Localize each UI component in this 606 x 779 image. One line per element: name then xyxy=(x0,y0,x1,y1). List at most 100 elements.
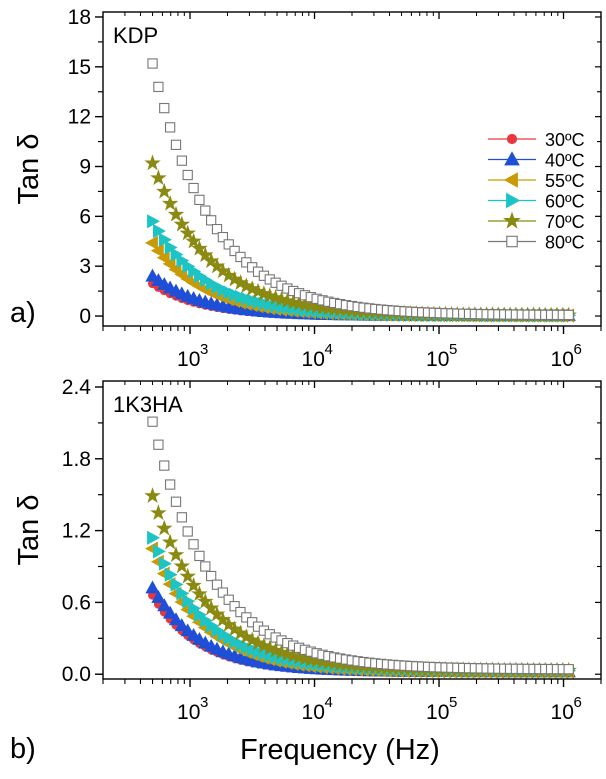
data-point xyxy=(144,487,161,503)
y-tick-label: 2.4 xyxy=(62,376,92,399)
x-tick-label-exponent: 5 xyxy=(449,341,457,358)
x-tick-label: 10 xyxy=(302,701,325,724)
data-point xyxy=(229,245,240,257)
x-tick-label: 10 xyxy=(551,348,574,371)
panel-title: KDP xyxy=(113,23,158,48)
data-point xyxy=(197,592,214,609)
data-point xyxy=(176,155,187,166)
series-80ºC xyxy=(147,58,574,321)
data-point xyxy=(150,169,167,186)
x-tick-label: 10 xyxy=(426,701,449,724)
data-point xyxy=(235,606,246,618)
x-tick-label: 10 xyxy=(177,348,200,371)
data-point xyxy=(217,587,229,598)
data-point xyxy=(170,139,182,150)
x-tick-label: 10 xyxy=(551,701,574,724)
data-point xyxy=(157,598,172,612)
data-point xyxy=(179,224,196,241)
data-point xyxy=(144,235,158,251)
data-point xyxy=(223,239,234,250)
data-point xyxy=(176,512,187,523)
data-point xyxy=(202,599,220,616)
legend-label: 60ºC xyxy=(545,192,585,212)
plot-frame xyxy=(102,11,602,327)
series-80ºC xyxy=(147,416,574,675)
x-tick-label-exponent: 4 xyxy=(325,341,333,358)
data-point xyxy=(188,539,199,550)
data-point xyxy=(191,239,208,256)
data-point xyxy=(174,618,189,632)
data-point xyxy=(156,519,173,536)
data-point xyxy=(235,251,246,263)
legend-label: 30ºC xyxy=(545,130,585,150)
data-point xyxy=(563,309,574,321)
data-point xyxy=(162,605,178,619)
data-point xyxy=(159,460,170,471)
data-point xyxy=(200,561,211,572)
data-point xyxy=(170,496,182,507)
legend-label: 70ºC xyxy=(545,212,585,232)
data-point xyxy=(147,416,158,427)
data-point xyxy=(173,215,191,232)
y-tick-label: 18 xyxy=(68,6,91,29)
data-point xyxy=(185,232,202,249)
y-tick-label: 12 xyxy=(68,106,91,129)
data-point xyxy=(161,533,179,550)
data-point xyxy=(158,556,172,571)
legend-marker xyxy=(506,235,518,248)
data-point xyxy=(173,557,191,574)
data-point xyxy=(153,439,164,450)
panel-a-label: a) xyxy=(10,297,36,329)
x-tick-label-exponent: 6 xyxy=(574,341,582,358)
legend-entry-60ºC: 60ºC xyxy=(488,192,585,212)
data-point xyxy=(153,544,166,559)
y-tick-label: 0.0 xyxy=(62,663,91,686)
data-point xyxy=(151,589,166,603)
data-point xyxy=(145,580,160,594)
legend-entry-40ºC: 40ºC xyxy=(488,151,585,171)
data-point xyxy=(197,246,214,263)
legend-marker xyxy=(504,151,520,166)
data-point xyxy=(159,102,170,114)
legend-label: 40ºC xyxy=(545,151,585,171)
legend-entry-55ºC: 55ºC xyxy=(488,171,585,191)
x-tick-label: 10 xyxy=(302,348,325,371)
data-point xyxy=(164,122,176,133)
data-point xyxy=(206,215,217,226)
x-tick-label-exponent: 6 xyxy=(574,694,582,711)
data-point xyxy=(153,81,164,93)
data-point xyxy=(156,182,173,199)
legend-entry-30ºC: 30ºC xyxy=(488,130,585,150)
data-point xyxy=(168,612,184,626)
y-axis-title: Tan δ xyxy=(13,495,45,566)
data-point xyxy=(200,205,211,216)
y-axis-title: Tan δ xyxy=(13,134,45,205)
data-point xyxy=(147,530,161,545)
legend-label: 55ºC xyxy=(545,171,585,191)
y-tick-label: 6 xyxy=(79,205,91,228)
data-point xyxy=(194,550,205,562)
data-point xyxy=(185,577,202,593)
legend-marker xyxy=(506,133,518,145)
x-tick-label-exponent: 5 xyxy=(449,694,457,711)
legend-entry-70ºC: 70ºC xyxy=(488,211,585,232)
data-point xyxy=(191,585,208,601)
data-point xyxy=(179,567,196,584)
data-point xyxy=(182,169,193,181)
data-point xyxy=(211,223,223,235)
data-point xyxy=(211,579,223,590)
x-tick-label-exponent: 4 xyxy=(325,694,333,711)
y-tick-label: 0 xyxy=(79,305,91,328)
x-tick-label-exponent: 3 xyxy=(200,341,208,358)
y-tick-label: 15 xyxy=(68,56,91,79)
data-point xyxy=(223,594,234,605)
legend-marker xyxy=(503,211,521,229)
y-tick-label: 1.8 xyxy=(62,448,91,471)
y-tick-label: 3 xyxy=(79,255,91,278)
data-point xyxy=(167,546,185,562)
x-tick-label-exponent: 3 xyxy=(200,694,208,711)
